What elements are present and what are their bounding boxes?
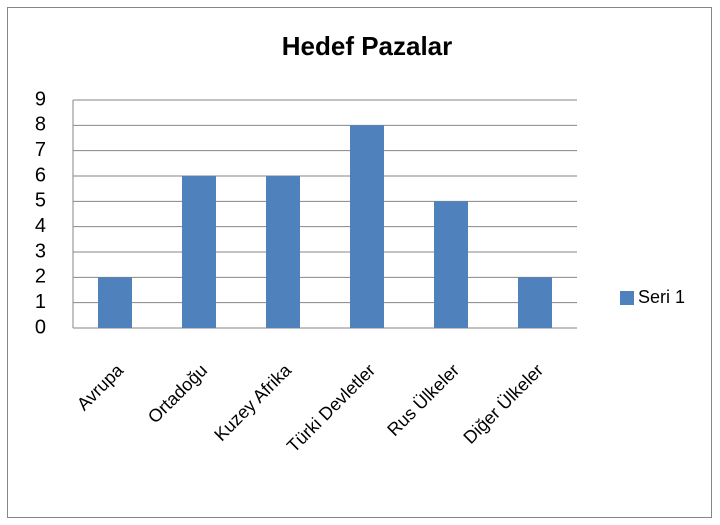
y-tick-label: 6 [35,164,46,186]
legend-swatch [620,291,634,305]
y-tick-label: 5 [35,190,46,212]
bar [98,277,132,328]
y-tick-label: 9 [35,88,46,110]
bar [266,176,300,328]
y-tick-label: 4 [35,215,46,237]
y-tick-label: 3 [35,240,46,262]
bar [518,277,552,328]
bar [350,125,384,328]
chart-title: Hedef Pazalar [282,31,453,61]
y-tick-label: 7 [35,139,46,161]
bar [182,176,216,328]
bar [434,201,468,328]
y-tick-label: 2 [35,266,46,288]
legend-label: Seri 1 [638,287,685,307]
y-tick-label: 8 [35,114,46,136]
y-tick-label: 0 [35,316,46,338]
y-tick-label: 1 [35,291,46,313]
